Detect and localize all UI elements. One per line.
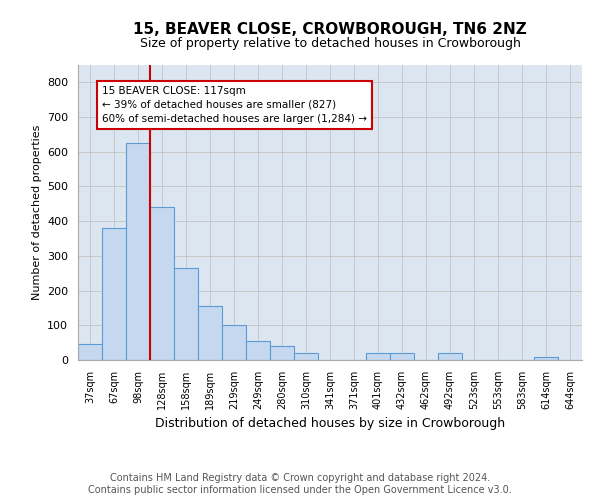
Bar [438,353,462,360]
Text: Contains HM Land Registry data © Crown copyright and database right 2024.
Contai: Contains HM Land Registry data © Crown c… [88,474,512,495]
Bar [222,326,246,360]
Text: Size of property relative to detached houses in Crowborough: Size of property relative to detached ho… [140,38,520,51]
Bar [150,208,174,360]
Bar [126,143,150,360]
Bar [390,353,414,360]
Bar [198,306,222,360]
X-axis label: Distribution of detached houses by size in Crowborough: Distribution of detached houses by size … [155,418,505,430]
Bar [534,356,558,360]
Bar [294,353,318,360]
Text: 15 BEAVER CLOSE: 117sqm
← 39% of detached houses are smaller (827)
60% of semi-d: 15 BEAVER CLOSE: 117sqm ← 39% of detache… [102,86,367,124]
Bar [102,228,126,360]
Bar [270,346,294,360]
Bar [78,344,102,360]
Bar [174,268,198,360]
Y-axis label: Number of detached properties: Number of detached properties [32,125,41,300]
Bar [246,341,270,360]
Bar [366,353,390,360]
Text: 15, BEAVER CLOSE, CROWBOROUGH, TN6 2NZ: 15, BEAVER CLOSE, CROWBOROUGH, TN6 2NZ [133,22,527,38]
